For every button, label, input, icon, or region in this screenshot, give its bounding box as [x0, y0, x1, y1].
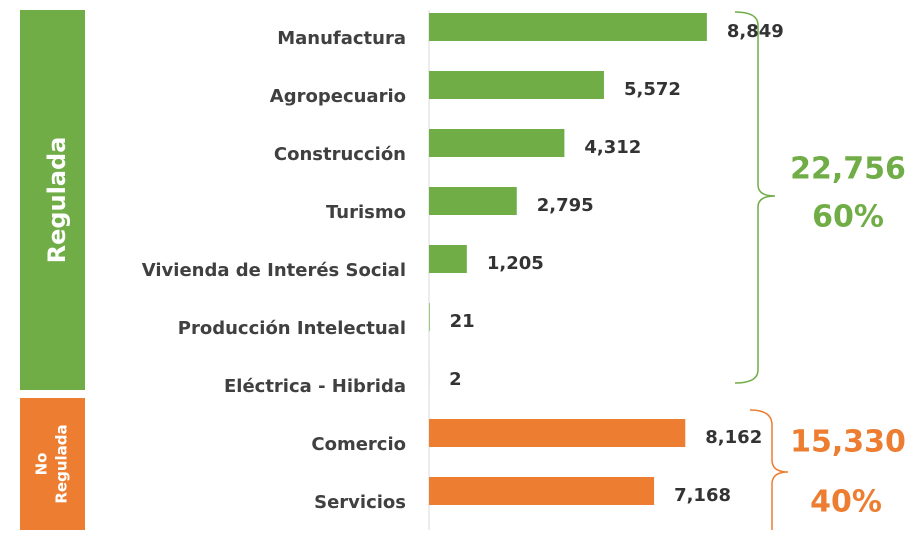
value-label: 2	[449, 369, 462, 390]
value-label: 4,312	[584, 137, 641, 158]
bar	[429, 419, 686, 447]
category-label: Servicios	[314, 492, 406, 513]
bar	[429, 129, 565, 157]
group-share: 60%	[812, 200, 884, 235]
group-total: 15,330	[790, 425, 906, 460]
value-label: 8,162	[705, 427, 762, 448]
group-box	[20, 10, 85, 390]
group-label: Regulada	[53, 424, 71, 503]
bar	[429, 303, 430, 331]
bar	[429, 477, 655, 505]
group-box	[20, 398, 85, 530]
category-label: Construcción	[274, 144, 406, 165]
group-label: Regulada	[43, 137, 71, 264]
category-label: Agropecuario	[270, 86, 406, 107]
bracket	[749, 409, 789, 530]
value-label: 2,795	[537, 195, 594, 216]
value-label: 7,168	[674, 485, 731, 506]
category-label: Vivienda de Interés Social	[142, 260, 406, 281]
bar	[429, 187, 517, 215]
category-label: Eléctrica - Hibrida	[224, 376, 406, 397]
category-label: Comercio	[311, 434, 406, 455]
category-label: Manufactura	[277, 28, 406, 49]
value-label: 5,572	[624, 79, 681, 100]
group-label: No	[33, 453, 51, 476]
value-label: 21	[450, 311, 475, 332]
group-total: 22,756	[790, 152, 906, 187]
value-label: 8,849	[727, 21, 784, 42]
category-label: Turismo	[326, 202, 406, 223]
bar	[429, 71, 604, 99]
bar	[429, 245, 467, 273]
category-label: Producción Intelectual	[178, 318, 406, 339]
bracket	[734, 11, 776, 384]
value-label: 1,205	[487, 253, 544, 274]
group-share: 40%	[810, 485, 882, 520]
bar	[429, 13, 707, 41]
